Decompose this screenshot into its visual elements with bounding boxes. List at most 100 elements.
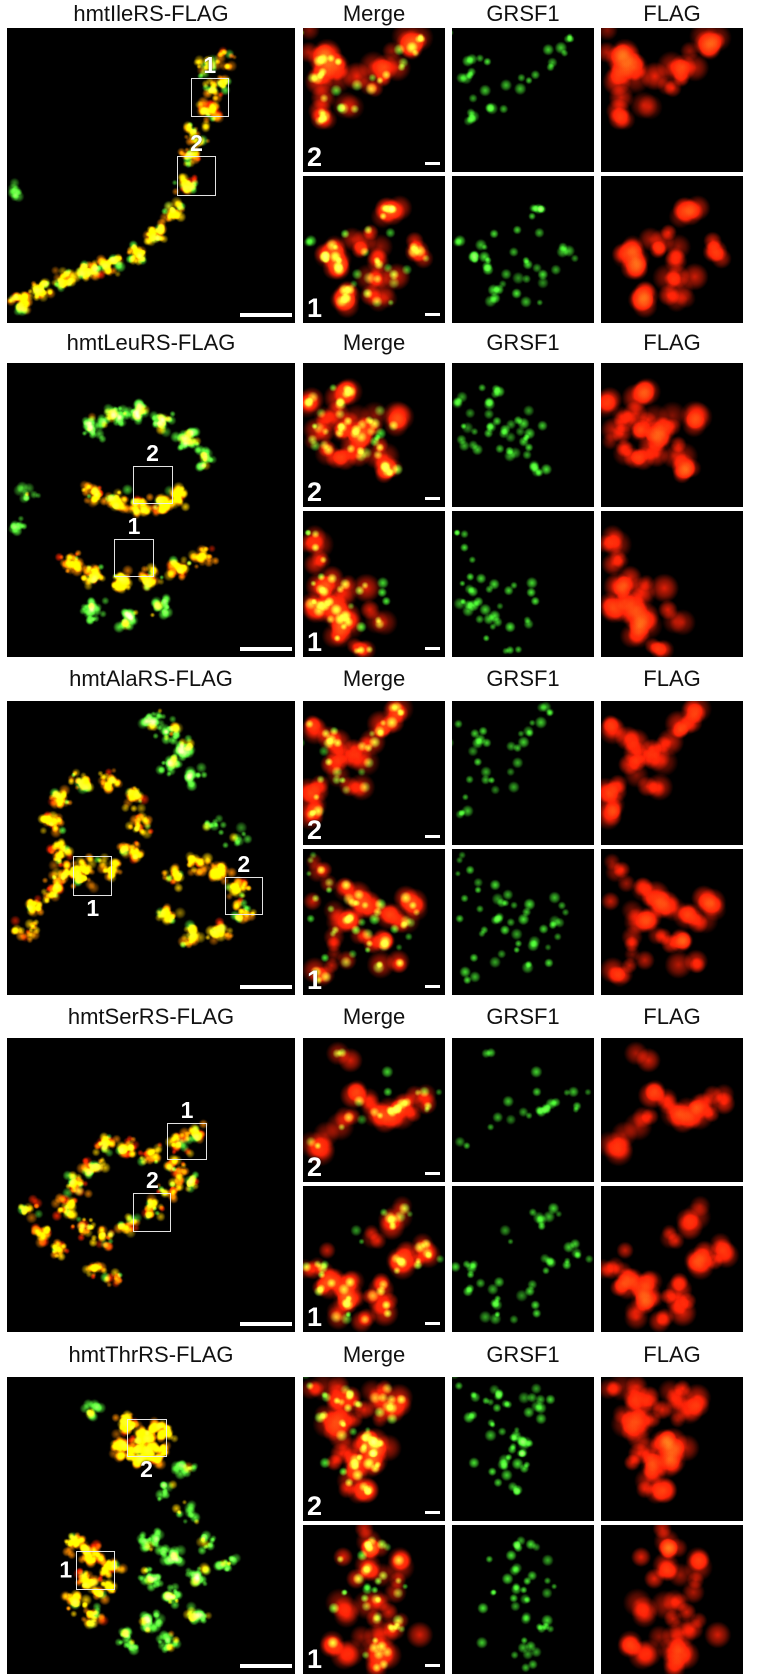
panel-row: hmtAlaRS-FLAG Merge GRSF1 FLAG 1 2 2 1 bbox=[0, 657, 757, 995]
inset-merge: 1 bbox=[303, 1525, 445, 1674]
inset-canvas-grsf1 bbox=[452, 28, 594, 172]
inset-grsf1 bbox=[452, 1186, 594, 1332]
roi-box: 1 bbox=[114, 514, 154, 578]
inset-region-label: 1 bbox=[307, 965, 323, 995]
inset-grsf1 bbox=[452, 511, 594, 657]
panel-title: hmtAlaRS-FLAG bbox=[69, 666, 233, 691]
inset-canvas-grsf1 bbox=[452, 849, 594, 995]
inset-canvas-grsf1 bbox=[452, 701, 594, 845]
inset-canvas-grsf1 bbox=[452, 363, 594, 507]
column-header-grsf1: GRSF1 bbox=[486, 666, 560, 691]
column-header-grsf1: GRSF1 bbox=[486, 1, 560, 26]
roi-box: 1 bbox=[190, 54, 229, 118]
panel-title: hmtSerRS-FLAG bbox=[67, 1003, 235, 1029]
inset-canvas-flag bbox=[601, 363, 743, 507]
inset-merge: 2 bbox=[303, 363, 445, 507]
scale-bar bbox=[240, 313, 292, 317]
inset-canvas-grsf1 bbox=[452, 511, 594, 657]
inset-canvas-grsf1 bbox=[452, 1186, 594, 1332]
panel-header-band: hmtThrRS-FLAG Merge GRSF1 FLAG bbox=[0, 1332, 757, 1377]
inset-canvas-flag bbox=[601, 849, 743, 995]
inset-canvas-merge bbox=[303, 176, 445, 323]
inset-flag bbox=[601, 1377, 743, 1521]
inset-scale-bar bbox=[425, 985, 440, 988]
inset-canvas-flag bbox=[601, 1377, 743, 1521]
inset-canvas-flag bbox=[601, 176, 743, 323]
roi-box: 2 bbox=[177, 132, 216, 196]
inset-region-label: 2 bbox=[307, 142, 323, 172]
inset-canvas-merge bbox=[303, 28, 445, 172]
column-header-merge: Merge bbox=[342, 666, 406, 691]
inset-scale-bar bbox=[425, 647, 440, 650]
column-header-merge: Merge bbox=[342, 330, 406, 355]
column-header-grsf1: GRSF1 bbox=[486, 1003, 560, 1029]
column-header-grsf1: GRSF1 bbox=[486, 330, 560, 355]
inset-region-label: 2 bbox=[307, 815, 323, 845]
inset-scale-bar bbox=[425, 162, 440, 165]
inset-flag bbox=[601, 363, 743, 507]
inset-flag bbox=[601, 1038, 743, 1182]
inset-canvas-flag bbox=[601, 1186, 743, 1332]
inset-merge: 2 bbox=[303, 28, 445, 172]
column-header-flag: FLAG bbox=[643, 1341, 701, 1367]
inset-canvas-merge bbox=[303, 511, 445, 657]
inset-flag bbox=[601, 1525, 743, 1674]
column-header-flag: FLAG bbox=[643, 666, 701, 691]
inset-canvas-grsf1 bbox=[452, 1377, 594, 1521]
roi-label: 2 bbox=[190, 130, 203, 157]
inset-flag bbox=[601, 28, 743, 172]
inset-grsf1 bbox=[452, 1038, 594, 1182]
roi-label: 1 bbox=[127, 512, 141, 539]
inset-scale-bar bbox=[425, 1322, 440, 1325]
inset-flag bbox=[601, 849, 743, 995]
inset-canvas-flag bbox=[601, 1038, 743, 1182]
inset-flag bbox=[601, 701, 743, 845]
roi-box: 1 bbox=[73, 855, 113, 919]
inset-region-label: 1 bbox=[307, 293, 323, 323]
inset-merge: 1 bbox=[303, 511, 445, 657]
inset-region-label: 1 bbox=[307, 1302, 323, 1332]
column-header-grsf1: GRSF1 bbox=[486, 1341, 560, 1367]
inset-region-label: 2 bbox=[307, 1491, 323, 1521]
inset-merge: 1 bbox=[303, 176, 445, 323]
inset-region-label: 1 bbox=[307, 1644, 323, 1674]
roi-label: 1 bbox=[180, 1096, 194, 1123]
inset-scale-bar bbox=[425, 497, 440, 500]
inset-grsf1 bbox=[452, 701, 594, 845]
roi-box: 2 bbox=[224, 853, 263, 916]
panel-header-band: hmtLeuRS-FLAG Merge GRSF1 FLAG bbox=[0, 323, 757, 363]
inset-scale-bar bbox=[425, 1511, 440, 1514]
inset-canvas-merge bbox=[303, 701, 445, 845]
inset-canvas-flag bbox=[601, 701, 743, 845]
roi-label: 2 bbox=[140, 1455, 153, 1482]
overview-canvas bbox=[7, 1038, 295, 1332]
inset-canvas-grsf1 bbox=[452, 1038, 594, 1182]
panel-header-band: hmtAlaRS-FLAG Merge GRSF1 FLAG bbox=[0, 657, 757, 701]
inset-scale-bar bbox=[425, 313, 440, 316]
inset-canvas-merge bbox=[303, 849, 445, 995]
inset-flag bbox=[601, 1186, 743, 1332]
panel-header-band: hmtSerRS-FLAG Merge GRSF1 FLAG bbox=[0, 995, 757, 1038]
inset-grsf1 bbox=[452, 363, 594, 507]
inset-merge: 1 bbox=[303, 1186, 445, 1332]
inset-canvas-flag bbox=[601, 1525, 743, 1674]
panel-header-band: hmtIleRS-FLAG Merge GRSF1 FLAG bbox=[0, 0, 757, 28]
inset-flag bbox=[601, 176, 743, 323]
roi-label: 1 bbox=[86, 894, 100, 921]
inset-scale-bar bbox=[425, 835, 440, 838]
roi-label: 1 bbox=[59, 1556, 73, 1583]
roi-box: 2 bbox=[133, 1168, 172, 1233]
inset-canvas-grsf1 bbox=[452, 176, 594, 323]
column-header-flag: FLAG bbox=[643, 1, 701, 26]
roi-box: 2 bbox=[132, 441, 173, 504]
column-header-merge: Merge bbox=[342, 1, 406, 26]
panel-row: hmtSerRS-FLAG Merge GRSF1 FLAG 1 2 2 1 bbox=[0, 995, 757, 1332]
inset-grsf1 bbox=[452, 1377, 594, 1521]
inset-canvas-merge bbox=[303, 1525, 445, 1674]
inset-merge: 2 bbox=[303, 701, 445, 845]
inset-grsf1 bbox=[452, 849, 594, 995]
inset-canvas-flag bbox=[601, 28, 743, 172]
